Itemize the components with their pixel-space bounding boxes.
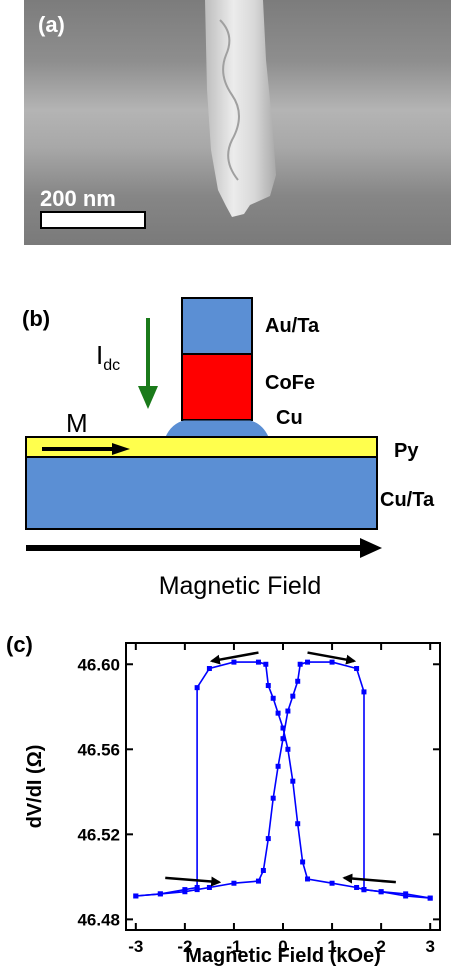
data-point [378,889,384,895]
series-line-1 [135,661,431,899]
sweep-arrow [342,873,396,884]
x-tick-label: 2 [376,937,385,956]
y-tick-label: 46.56 [77,740,120,759]
y-tick-label: 46.52 [77,825,120,844]
layer-cu [165,420,269,438]
plot-frame [125,642,441,931]
data-point [270,695,276,701]
data-point [403,891,409,897]
label-cu-ta: Cu/Ta [380,489,435,511]
scale-bar-text: 200 nm [40,186,116,211]
sweep-arrow [165,876,222,887]
data-point [133,893,139,899]
data-point [270,795,276,801]
layer-au-ta [181,297,253,355]
data-point [305,659,311,665]
data-point [300,859,306,865]
x-tick-label: -3 [128,937,143,956]
sweep-arrow [307,651,357,665]
data-point [231,659,237,665]
data-point [329,880,335,886]
data-point [361,689,367,695]
panel-a: (a) 200 nm [24,0,451,245]
panel-c-label: (c) [6,632,33,657]
data-point [329,659,335,665]
data-point [354,666,360,672]
x-axis-label: Magnetic Field (kOe) [185,945,381,967]
data-point [260,867,266,873]
sweep-arrow [209,651,259,665]
panel-a-label: (a) [38,12,65,37]
chart-c: -3 -2 -1 0 1 2 3 46.48 46.52 46.56 46.60 Magnetic F… [24,642,441,967]
data-point [255,659,261,665]
x-tick-label: 1 [327,937,336,956]
panel-b-label: (b) [22,306,50,331]
data-point [194,685,200,691]
label-cofe: CoFe [265,372,315,394]
scale-bar [40,211,146,229]
data-point [275,710,281,716]
data-point [305,876,311,882]
nanopillar-texture [219,19,240,181]
data-point [182,889,188,895]
x-tick-label: 3 [425,937,434,956]
data-point [263,661,269,667]
data-point [280,725,286,731]
field-label: Magnetic Field [159,572,322,600]
magnetization-arrow-head [112,443,130,455]
data-point [265,683,271,689]
current-label: Idc [96,340,120,374]
panel-b: (b) Idc M Au/Ta CoFe Cu Py Cu/Ta Magneti… [22,297,435,600]
data-point [194,887,200,893]
series-line-0 [135,661,431,899]
label-py: Py [394,440,419,462]
y-tick-label: 46.48 [77,910,120,929]
data-point [206,884,212,890]
data-point [265,836,271,842]
data-point [275,763,281,769]
data-point [361,887,367,893]
x-tick-label: -1 [226,937,241,956]
data-point [206,666,212,672]
data-point [290,778,296,784]
magnetization-label: M [66,408,88,438]
field-arrow-head [360,538,382,558]
data-point [427,895,433,901]
data-point [285,746,291,752]
x-tick-label: -2 [177,937,192,956]
label-cu: Cu [276,407,303,429]
y-tick-label: 46.60 [77,655,120,674]
data-point [157,891,163,897]
data-point [295,821,301,827]
data-point [280,736,286,742]
data-point [231,880,237,886]
nanopillar [205,0,276,217]
current-arrow-head [138,386,158,409]
layer-cofe [181,353,253,421]
data-point [297,661,303,667]
panel-c: (c) -3 -2 -1 0 1 2 3 46.48 46.52 46.56 46.60 Magnet… [6,632,441,967]
x-tick-label: 0 [278,937,287,956]
data-point [290,693,296,699]
data-point [354,884,360,890]
data-point [285,708,291,714]
data-point [255,878,261,884]
data-point [295,678,301,684]
y-axis-label: dV/dI (Ω) [24,745,46,829]
label-au-ta: Au/Ta [265,315,320,337]
layer-cu-ta [25,456,378,530]
